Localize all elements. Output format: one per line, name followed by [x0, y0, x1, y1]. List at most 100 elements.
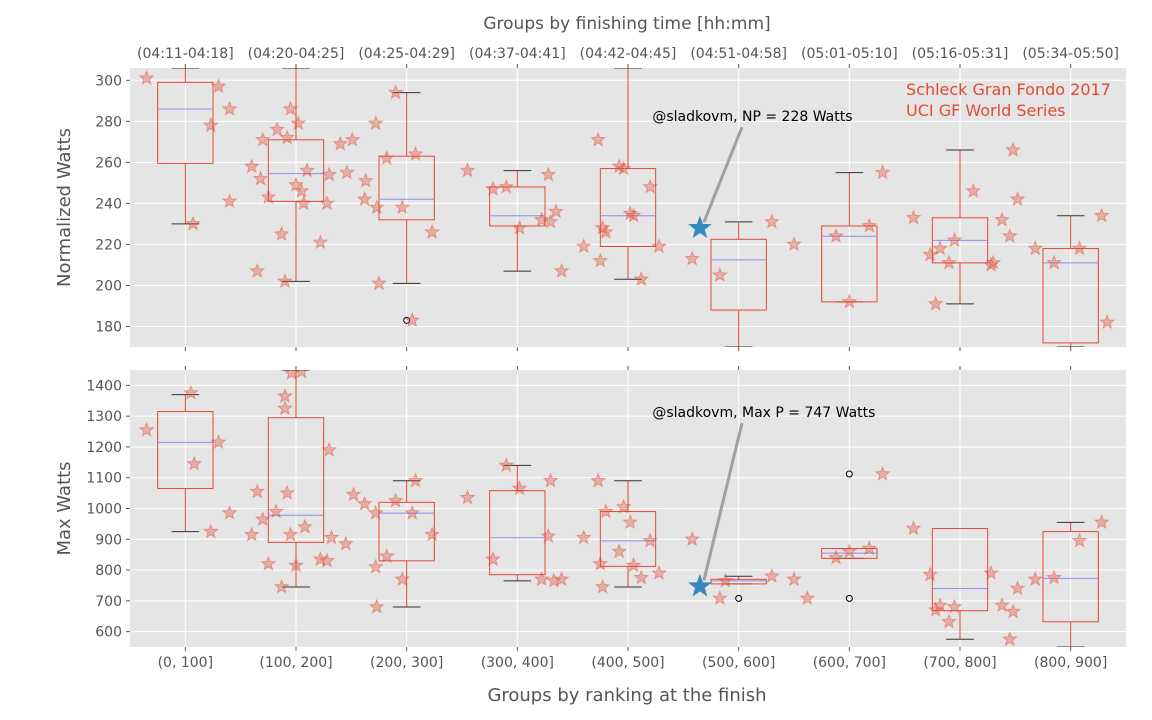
- data-point-star: [367, 114, 384, 131]
- data-point-star: [252, 170, 269, 186]
- data-point-star: [841, 293, 858, 309]
- data-point-star: [338, 164, 355, 180]
- data-point-star: [684, 530, 701, 547]
- data-point-star: [269, 121, 286, 137]
- data-point-star: [459, 162, 476, 178]
- y-axis-label: Normalized Watts: [54, 128, 75, 287]
- data-point-star: [279, 129, 296, 145]
- data-point-star: [592, 252, 609, 268]
- data-point-star: [799, 589, 816, 606]
- box-body: [599, 168, 657, 247]
- data-point-star: [485, 180, 501, 196]
- data-point-star: [424, 526, 441, 542]
- data-point-star: [345, 486, 362, 502]
- y-tick-label: 200: [95, 278, 122, 294]
- data-point-star: [260, 555, 277, 571]
- data-point-star: [615, 160, 632, 176]
- data-point-star: [965, 182, 982, 198]
- data-point-star: [138, 69, 155, 86]
- data-point-star: [498, 457, 515, 473]
- x-tick-label: (100, 200]: [259, 655, 332, 671]
- data-point-star: [319, 195, 335, 211]
- data-point-star: [940, 254, 957, 270]
- x-top-tick-label: (05:16-05:31]: [912, 46, 1009, 62]
- chart-annotation-title-line1: Schleck Gran Fondo 2017: [906, 80, 1111, 99]
- data-point-star: [905, 209, 922, 225]
- annotation-arrow: [702, 126, 744, 223]
- data-point-star: [622, 205, 639, 221]
- box-0: [157, 68, 214, 225]
- data-point-star: [548, 203, 565, 219]
- data-point-star: [293, 182, 310, 198]
- data-point-star: [378, 149, 395, 166]
- data-point-star: [711, 266, 728, 282]
- data-point-star: [249, 483, 266, 499]
- data-point-star: [625, 557, 642, 573]
- annotation-label: @sladkovm, NP = 228 Watts: [652, 109, 852, 125]
- x-tick-label: (500, 600]: [702, 655, 775, 671]
- x-tick-label: (200, 300]: [370, 655, 443, 671]
- data-point-star: [553, 570, 570, 587]
- data-point-star: [276, 387, 293, 403]
- data-point-star: [594, 578, 611, 594]
- box-body: [378, 501, 435, 562]
- y-tick-label: 1100: [86, 471, 122, 487]
- data-point-star: [542, 472, 559, 488]
- x-top-tick-label: (05:34-05:50]: [1022, 46, 1119, 62]
- data-point-star: [294, 370, 309, 379]
- data-point-star: [763, 567, 780, 583]
- box-7: [931, 149, 989, 305]
- data-point-star: [511, 219, 528, 235]
- data-point-star: [622, 513, 639, 530]
- data-point-star: [592, 555, 609, 571]
- y-tick-label: 1000: [86, 502, 122, 518]
- y-tick-label: 180: [95, 319, 122, 335]
- data-point-star: [498, 178, 515, 194]
- data-point-star: [651, 564, 667, 580]
- data-point-star: [185, 215, 202, 231]
- data-point-star: [611, 543, 628, 559]
- annotation-label: @sladkovm, Max P = 747 Watts: [652, 405, 875, 421]
- data-point-star: [202, 523, 219, 539]
- data-point-star: [368, 598, 385, 614]
- data-point-star: [927, 295, 944, 311]
- data-point-star: [407, 472, 424, 488]
- flier-point: [403, 316, 411, 324]
- x-top-tick-label: (04:51-04:58]: [690, 46, 787, 62]
- highlight-star: [688, 573, 712, 597]
- box-2: [378, 480, 435, 608]
- box-8: [1042, 215, 1099, 347]
- data-point-star: [763, 213, 780, 229]
- box-3: [489, 464, 546, 582]
- box-body: [157, 411, 214, 489]
- data-point-star: [1005, 603, 1022, 619]
- data-point-star: [282, 100, 299, 116]
- data-point-star: [594, 219, 611, 235]
- data-point-star: [625, 207, 642, 223]
- data-point-star: [296, 518, 313, 534]
- x-top-tick-label: (04:37-04:41]: [469, 46, 566, 62]
- box-body: [931, 528, 989, 612]
- data-point-star: [299, 162, 316, 178]
- data-point-star: [946, 231, 963, 248]
- x-top-tick-label: (04:42-04:45]: [580, 46, 677, 62]
- data-point-star: [946, 598, 963, 614]
- data-point-star: [985, 254, 1002, 270]
- data-point-star: [273, 578, 290, 594]
- data-point-star: [283, 370, 300, 380]
- data-point-star: [249, 262, 266, 278]
- data-point-star: [282, 526, 299, 542]
- y-tick-label: 220: [95, 237, 122, 253]
- data-point-star: [182, 384, 199, 400]
- y-tick-label: 260: [95, 155, 122, 171]
- data-point-star: [1009, 580, 1026, 596]
- box-5: [710, 221, 767, 347]
- data-point-star: [321, 441, 338, 457]
- data-point-star: [485, 550, 501, 567]
- data-point-star: [367, 504, 384, 520]
- data-point-star: [1093, 207, 1110, 223]
- data-point-star: [356, 190, 373, 207]
- data-point-star: [357, 172, 374, 188]
- box-body: [599, 511, 657, 567]
- data-point-star: [312, 550, 329, 567]
